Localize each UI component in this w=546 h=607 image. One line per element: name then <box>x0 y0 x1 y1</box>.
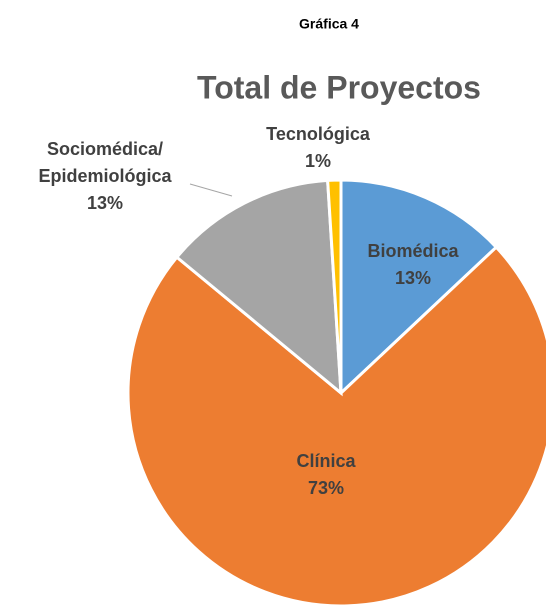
pie-slice <box>339 178 499 397</box>
chart-title: Total de Proyectos <box>197 69 481 105</box>
pie-slice <box>326 178 343 394</box>
header: Gráfica 4 <box>299 16 359 32</box>
slice-label: Clínica <box>296 451 356 471</box>
label-line: Epidemiológica <box>38 166 172 186</box>
slice-value-label: 13% <box>87 193 123 213</box>
slice-value-label: 73% <box>308 478 344 498</box>
label-line: Sociomédica/ <box>47 139 163 159</box>
slice-label: Sociomédica/Epidemiológica <box>38 139 172 186</box>
pie-slice <box>174 178 343 397</box>
slice-value-label: 13% <box>395 268 431 288</box>
slice-value-label: 1% <box>305 151 331 171</box>
pie-slice <box>126 245 546 607</box>
slice-label: Biomédica <box>367 241 459 261</box>
leader-line <box>189 183 233 197</box>
slice-label: Tecnológica <box>266 124 371 144</box>
